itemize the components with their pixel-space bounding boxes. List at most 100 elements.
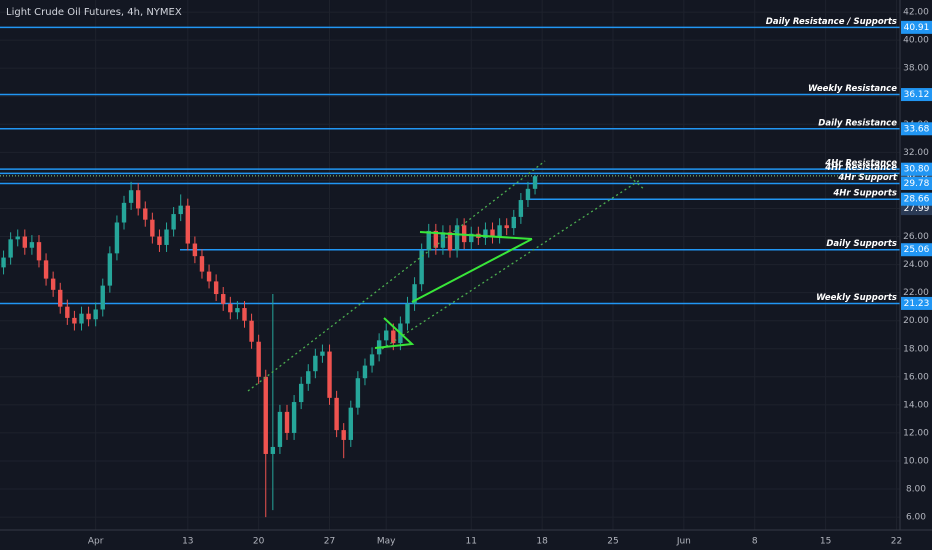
x-tick-label: 11	[466, 537, 477, 547]
triangle-top	[419, 231, 533, 240]
candle-body	[348, 407, 353, 440]
candle-body	[469, 233, 474, 243]
candle-body	[213, 281, 219, 295]
candle-body	[483, 229, 488, 238]
channel-lower	[381, 179, 641, 350]
candle-body	[355, 378, 361, 408]
y-tick-label: 10.00	[903, 456, 929, 466]
price-tag: 27.99	[904, 204, 930, 214]
candle-body	[320, 351, 325, 356]
candle-body	[15, 236, 20, 240]
level-note: 4Hr Resistance	[824, 163, 897, 173]
candle-body	[199, 256, 205, 272]
candle-body	[157, 236, 162, 245]
level-note: Daily Resistance / Supports	[766, 17, 897, 27]
candle-body	[525, 188, 531, 201]
candle-body	[107, 253, 113, 286]
level-tag: 28.66	[904, 195, 930, 205]
x-tick-label: 18	[536, 537, 548, 547]
candle-body	[291, 402, 297, 433]
level-tag: 30.80	[904, 165, 930, 175]
levels: Daily Resistance / Supports Weekly Resist…	[0, 17, 900, 305]
candle-body	[206, 271, 212, 282]
candle-body	[263, 376, 268, 454]
y-tick-label: 8.00	[906, 485, 926, 495]
candle-body	[93, 309, 98, 320]
candle-body	[306, 371, 311, 384]
x-tick-label: Jun	[676, 537, 691, 547]
candle-body	[58, 289, 63, 307]
candle-body	[341, 430, 346, 440]
x-tick-label: 15	[820, 537, 831, 547]
candle-body	[228, 303, 233, 313]
y-tick-label: 26.00	[903, 232, 929, 242]
level-tag-bg	[901, 192, 932, 206]
candle-body	[29, 242, 35, 248]
candle-body	[235, 308, 240, 313]
candle-body	[135, 190, 141, 209]
candle-body	[221, 294, 226, 304]
candle-body	[504, 225, 509, 229]
y-tick-label: 32.00	[903, 148, 929, 158]
drawings	[247, 160, 646, 392]
level-note: 4Hr Support	[837, 173, 898, 183]
y-tick-label: 12.00	[903, 428, 929, 438]
y-tick-label: 38.00	[903, 64, 929, 74]
candle-body	[454, 225, 460, 251]
candle-body	[79, 313, 84, 324]
candle-body	[362, 365, 368, 379]
axis-labels: 6.00 8.00 10.00 12.00 14.00 16.00 18.00 20.00 22…	[88, 8, 932, 547]
x-tick-label: 25	[607, 537, 618, 547]
candle-body	[511, 216, 516, 229]
candle-body	[114, 222, 120, 254]
candle-body	[242, 308, 247, 321]
y-tick-label: 24.00	[903, 260, 929, 270]
candle-body	[461, 225, 467, 243]
x-tick-label: 20	[253, 537, 265, 547]
x-tick-label: Apr	[88, 537, 104, 547]
triangle-bottom	[411, 238, 533, 303]
y-tick-label: 6.00	[906, 513, 926, 523]
candle-body	[192, 243, 198, 257]
price-tag: 30.32	[904, 171, 930, 181]
candle-body	[384, 330, 389, 341]
chart-title: Light Crude Oil Futures, 4h, NYMEX	[6, 7, 182, 18]
level-tag-bg	[901, 162, 932, 176]
level-tag-bg	[901, 122, 932, 136]
candle-body	[497, 225, 502, 237]
level-tag: 25.06	[904, 245, 930, 255]
candle-body	[433, 230, 439, 248]
grid	[0, 0, 900, 530]
level-tag: 36.12	[904, 90, 930, 100]
candle-body	[405, 303, 410, 324]
y-tick-label: 14.00	[903, 400, 929, 410]
candle-body	[1, 257, 6, 268]
candle-body	[447, 232, 453, 251]
candle-body	[143, 208, 148, 220]
level-tag: 29.78	[904, 179, 930, 189]
candle-body	[164, 229, 169, 245]
candle-body	[298, 383, 304, 403]
price-axis	[900, 0, 932, 550]
x-tick-label: 22	[891, 537, 902, 547]
candle-body	[72, 317, 77, 324]
candle-body	[100, 285, 105, 310]
candle-body	[327, 351, 332, 398]
x-tick-label: 27	[324, 537, 335, 547]
candle-body	[86, 313, 91, 320]
candle-body	[277, 411, 283, 447]
level-note: Daily Resistance	[818, 118, 897, 128]
channel-end	[629, 176, 646, 191]
level-note: Weekly Supports	[816, 293, 897, 303]
y-tick-label: 42.00	[903, 8, 929, 18]
candle-body	[256, 341, 261, 377]
candle-body	[22, 236, 28, 248]
candle-body	[185, 205, 190, 244]
level-tag: 21.23	[904, 299, 930, 309]
y-tick-label: 22.00	[903, 288, 929, 298]
candle-body	[36, 242, 42, 261]
candle-body	[150, 219, 155, 237]
level-tag: 40.91	[904, 23, 930, 33]
